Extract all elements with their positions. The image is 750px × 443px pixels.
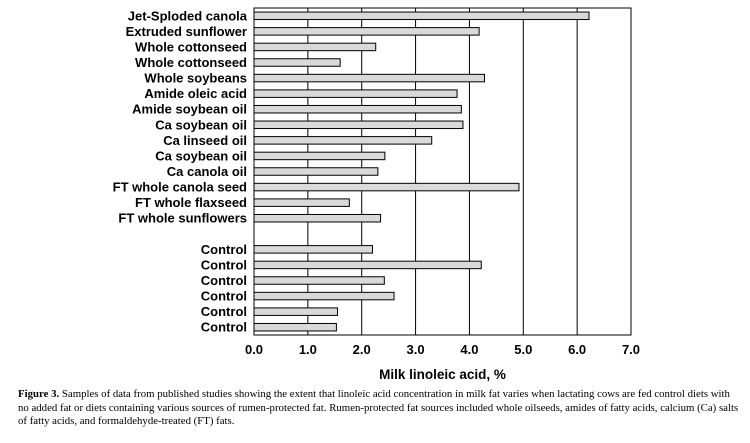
figure-caption: Figure 3. Samples of data from published… — [18, 388, 740, 429]
bar — [253, 42, 377, 52]
category-label: Control — [201, 289, 247, 304]
bar — [253, 276, 385, 285]
x-tick-label: 6.0 — [568, 342, 586, 357]
bar — [253, 89, 458, 98]
bar — [253, 11, 590, 21]
x-tick-label: 0.0 — [245, 342, 263, 357]
bar — [253, 27, 480, 36]
category-label: FT whole sunflowers — [118, 211, 247, 226]
x-tick-labels: 0.0 1.0 2.0 3.0 4.0 5.0 6.0 7.0 — [245, 342, 640, 357]
category-label: Amide soybean oil — [132, 102, 247, 117]
category-label: Control — [201, 257, 247, 272]
x-axis-title: Milk linoleic acid, % — [379, 367, 506, 382]
category-label: Ca soybean oil — [155, 148, 247, 163]
category-label: Control — [201, 242, 247, 257]
category-label: Ca linseed oil — [163, 133, 247, 148]
bar — [253, 198, 350, 207]
x-tick-label: 4.0 — [460, 342, 478, 357]
bar — [253, 322, 337, 332]
category-label: Ca soybean oil — [155, 117, 247, 132]
category-label: Jet-Sploded canola — [128, 8, 248, 23]
bars — [253, 11, 590, 332]
category-label: Control — [201, 304, 247, 319]
bar — [253, 307, 338, 316]
caption-label: Figure 3. — [18, 388, 60, 400]
category-label: Extruded sunflower — [126, 24, 247, 39]
x-tick-label: 7.0 — [622, 342, 640, 357]
caption-text: Samples of data from published studies s… — [18, 388, 739, 427]
bar — [253, 136, 433, 145]
x-tick-label: 2.0 — [353, 342, 371, 357]
x-tick-label: 5.0 — [514, 342, 532, 357]
category-label: Ca canola oil — [167, 164, 247, 179]
bar — [253, 120, 464, 130]
x-tick-label: 3.0 — [407, 342, 425, 357]
category-label: Whole soybeans — [144, 71, 247, 86]
x-tick-label: 1.0 — [299, 342, 317, 357]
category-label: Control — [201, 273, 247, 288]
bar — [253, 213, 382, 223]
bar — [253, 151, 386, 161]
category-label: Whole cottonseed — [135, 39, 247, 54]
category-label: Amide oleic acid — [144, 86, 247, 101]
bar — [253, 260, 482, 270]
category-label: Whole cottonseed — [135, 55, 247, 70]
category-label: Control — [201, 320, 247, 335]
bar — [253, 58, 341, 67]
bar — [253, 182, 520, 192]
bar — [253, 291, 395, 301]
plot-frame — [253, 7, 632, 336]
bar — [253, 73, 486, 83]
category-label: FT whole flaxseed — [135, 195, 247, 210]
bar — [253, 245, 373, 254]
bar — [253, 167, 379, 176]
bar — [253, 104, 462, 114]
category-label: FT whole canola seed — [113, 180, 247, 195]
